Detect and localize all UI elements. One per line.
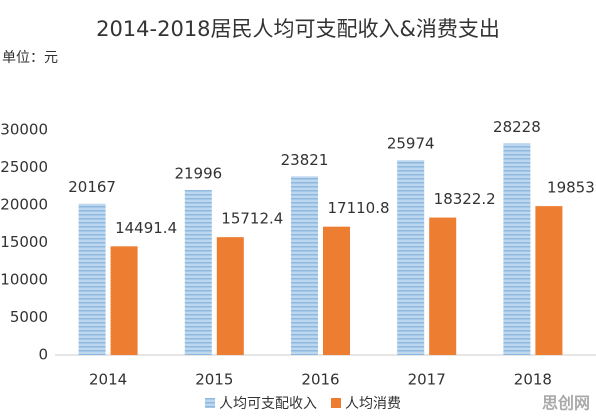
bar xyxy=(323,226,350,355)
data-label: 14491.4 xyxy=(115,219,177,237)
data-label: 23821 xyxy=(281,151,329,169)
x-tick-label: 2017 xyxy=(408,371,446,389)
data-label: 18322.2 xyxy=(434,190,496,208)
y-tick-label: 15000 xyxy=(0,233,48,251)
y-tick-label: 25000 xyxy=(0,158,48,176)
data-label: 28228 xyxy=(493,118,541,136)
x-tick-label: 2018 xyxy=(514,371,552,389)
bar xyxy=(184,190,212,355)
data-label: 19853 xyxy=(547,179,595,197)
chart-title: 2014-2018居民人均可支配收入&消费支出 xyxy=(96,17,500,41)
data-label: 17110.8 xyxy=(327,199,389,217)
legend-label: 人均可支配收入 xyxy=(219,396,317,412)
x-tick-label: 2015 xyxy=(195,371,233,389)
y-tick-label: 0 xyxy=(38,346,48,364)
data-label: 21996 xyxy=(174,165,222,183)
watermark: 思创网 xyxy=(542,394,590,413)
bar xyxy=(110,246,138,355)
legend-swatch xyxy=(331,398,341,408)
bar xyxy=(535,206,563,355)
bar xyxy=(397,160,425,355)
bar xyxy=(216,237,244,355)
y-tick-label: 5000 xyxy=(10,308,48,326)
data-label: 25974 xyxy=(387,135,435,153)
y-tick-label: 30000 xyxy=(0,121,48,139)
y-tick-label: 10000 xyxy=(0,271,48,289)
bar xyxy=(429,217,457,355)
bar xyxy=(503,143,531,355)
data-label: 20167 xyxy=(68,178,116,196)
legend-swatch xyxy=(205,398,215,408)
x-tick-label: 2014 xyxy=(89,371,127,389)
unit-label: 单位：元 xyxy=(2,50,58,66)
data-label: 15712.4 xyxy=(221,210,283,228)
bar xyxy=(78,203,106,355)
x-tick-label: 2016 xyxy=(301,371,339,389)
bar xyxy=(291,176,318,355)
legend-label: 人均消费 xyxy=(345,396,401,412)
y-tick-label: 20000 xyxy=(0,196,48,214)
